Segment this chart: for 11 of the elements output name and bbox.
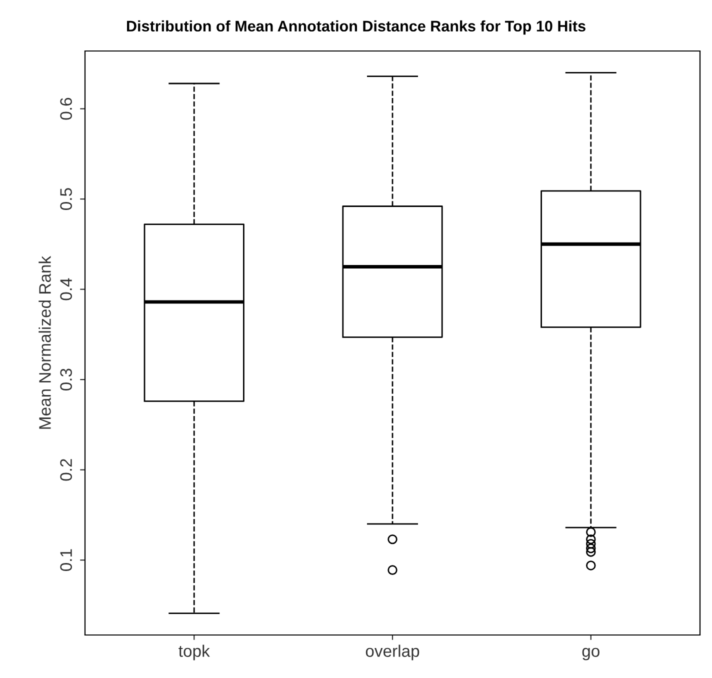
x-tick-label: overlap — [366, 644, 420, 660]
y-tick-label: 0.6 — [60, 98, 72, 120]
y-tick-label: 0.3 — [60, 368, 72, 390]
y-tick-label: 0.5 — [60, 188, 72, 210]
y-tick-label: 0.2 — [60, 459, 72, 481]
chart-title: Distribution of Mean Annotation Distance Ranks for Top 10 Hits — [127, 20, 586, 35]
x-tick-label: go — [582, 648, 600, 660]
y-axis-title: Mean Normalized Rank — [38, 256, 51, 429]
y-tick-label: 0.4 — [60, 278, 72, 300]
x-tick-label: topk — [178, 644, 210, 660]
y-tick-label: 0.1 — [60, 549, 72, 572]
